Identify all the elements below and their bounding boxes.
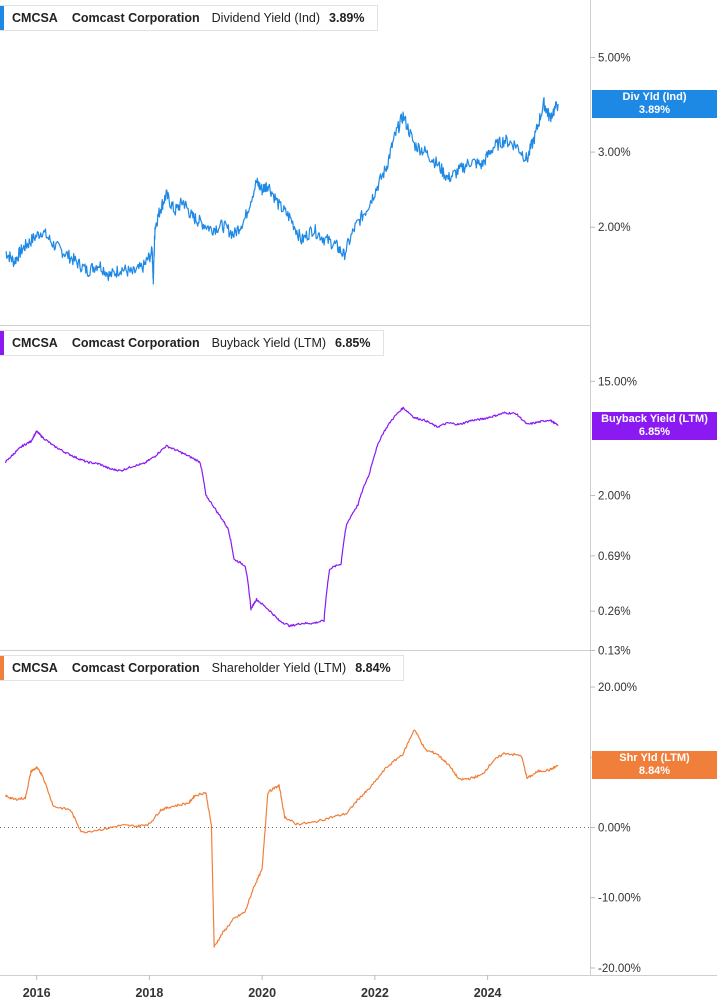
legend-swatch-dividend: [0, 6, 4, 30]
legend-ticker: CMCSA: [12, 11, 58, 25]
y-tick-label: 0.69%: [598, 551, 631, 563]
y-tick-label: 0.13%: [598, 645, 631, 657]
tag-value: 3.89%: [638, 103, 671, 116]
series-line-shareholder: [5, 729, 559, 948]
legend-company: Comcast Corporation: [71, 661, 200, 675]
series-line-dividend: [5, 97, 559, 285]
y-tick-label: 20.00%: [598, 682, 637, 694]
y-tick-label: -10.00%: [598, 893, 641, 905]
legend-value: 3.89%: [329, 11, 365, 25]
x-tick-label: 2018: [135, 986, 163, 1000]
y-tick-label: 0.26%: [598, 606, 631, 618]
legend-company: Comcast Corporation: [71, 11, 200, 25]
tag-label: Div Yld (Ind): [622, 90, 687, 103]
current-value-tag-shareholder: Shr Yld (LTM) 8.84%: [592, 751, 717, 780]
legend-value: 8.84%: [355, 661, 391, 675]
series-line-buyback: [5, 406, 559, 628]
legend-swatch-buyback: [0, 331, 4, 355]
current-value-tag-dividend: Div Yld (Ind) 3.89%: [592, 89, 717, 118]
legend-metric: Buyback Yield (LTM): [211, 336, 327, 350]
current-value-tag-buyback: Buyback Yield (LTM) 6.85%: [592, 411, 717, 440]
legend-shareholder-yield[interactable]: CMCSA Comcast Corporation Shareholder Yi…: [0, 655, 404, 681]
legend-company: Comcast Corporation: [71, 336, 200, 350]
legend-dividend-yield[interactable]: CMCSA Comcast Corporation Dividend Yield…: [0, 5, 378, 31]
x-tick-label: 2020: [248, 986, 276, 1000]
x-tick-label: 2022: [361, 986, 389, 1000]
tag-value: 6.85%: [638, 425, 671, 438]
y-tick-label: 2.00%: [598, 491, 631, 503]
legend-value: 6.85%: [335, 336, 371, 350]
legend-ticker: CMCSA: [12, 336, 58, 350]
tag-label: Shr Yld (LTM): [619, 752, 690, 765]
legend-metric: Dividend Yield (Ind): [211, 11, 321, 25]
y-tick-label: 5.00%: [598, 52, 631, 64]
legend-metric: Shareholder Yield (LTM): [211, 661, 347, 675]
tag-value: 8.84%: [638, 765, 671, 778]
legend-buyback-yield[interactable]: CMCSA Comcast Corporation Buyback Yield …: [0, 330, 384, 356]
tag-label: Buyback Yield (LTM): [601, 412, 708, 425]
legend-ticker: CMCSA: [12, 661, 58, 675]
x-tick-label: 2024: [474, 986, 502, 1000]
legend-swatch-shareholder: [0, 656, 4, 680]
y-tick-label: -20.00%: [598, 963, 641, 975]
y-tick-label: 15.00%: [598, 376, 637, 388]
y-tick-label: 2.00%: [598, 222, 631, 234]
y-tick-label: 3.00%: [598, 147, 631, 159]
x-tick-label: 2016: [23, 986, 51, 1000]
y-tick-label: 0.00%: [598, 823, 631, 835]
